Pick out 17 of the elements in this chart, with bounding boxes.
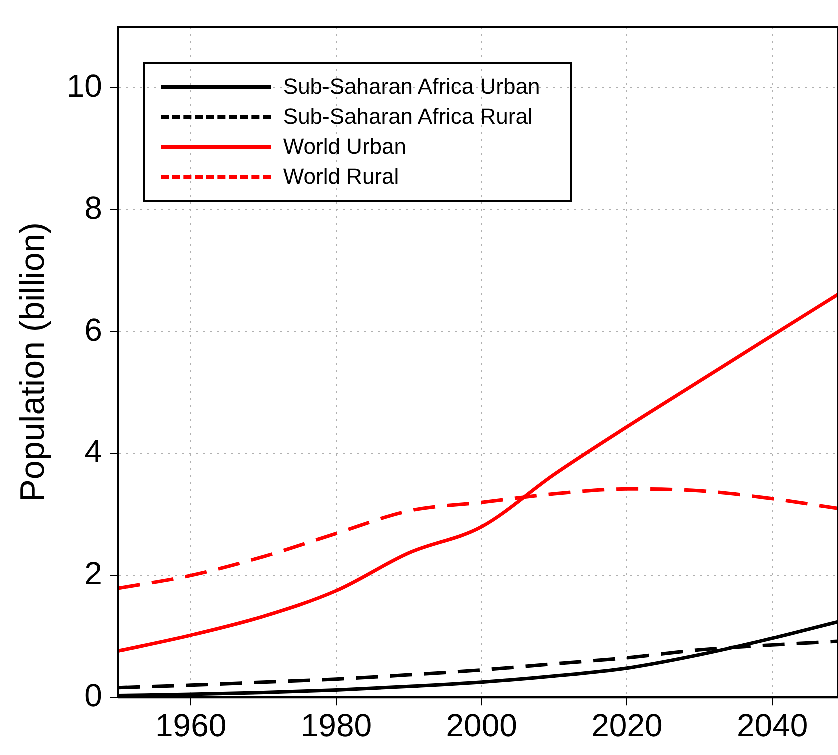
- x-tick-label: 1960: [155, 708, 227, 744]
- y-tick-label: 10: [66, 68, 102, 104]
- x-tick-label: 2000: [446, 708, 518, 744]
- x-tick-label: 1980: [300, 708, 372, 744]
- line-series: [118, 293, 838, 654]
- y-tick-label: 8: [84, 190, 102, 226]
- x-tick-label: 2020: [592, 708, 663, 744]
- y-tick-label: 6: [84, 312, 102, 348]
- y-tick-label: 0: [84, 677, 102, 714]
- y-tick-label: 2: [84, 556, 102, 592]
- legend-label: World Rural: [283, 164, 400, 190]
- y-tick-label: 4: [84, 434, 102, 470]
- x-tick-label: 2040: [736, 708, 808, 744]
- legend-label: Sub-Saharan Africa Urban: [283, 74, 540, 100]
- y-axis-title: Population (billion): [14, 222, 52, 502]
- legend-label: Sub-Saharan Africa Rural: [283, 104, 533, 130]
- legend-label: World Urban: [283, 134, 406, 160]
